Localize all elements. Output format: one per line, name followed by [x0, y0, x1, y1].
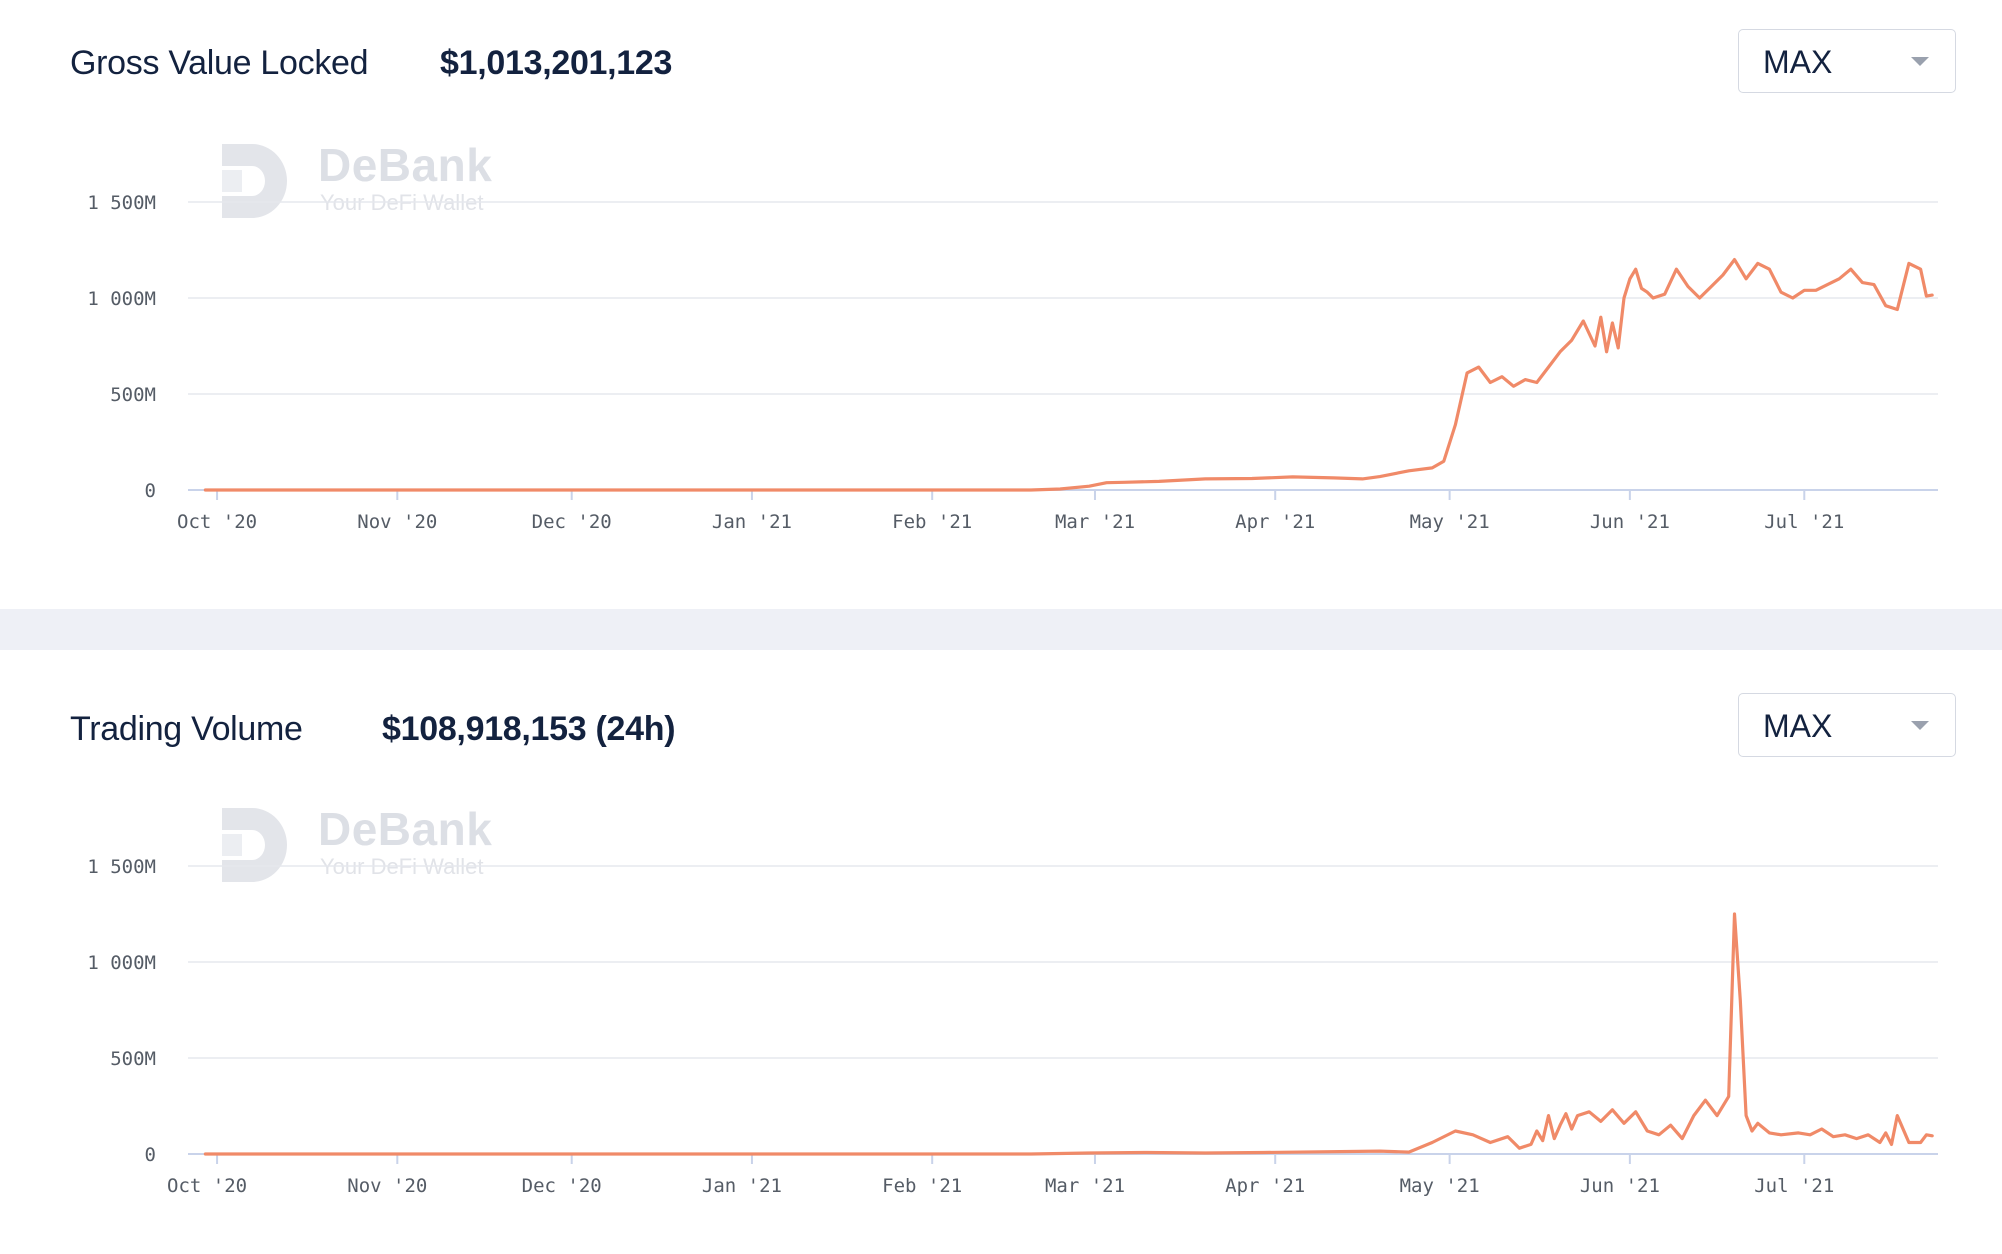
tv-x-tick-label-0: Oct '20: [167, 1175, 247, 1197]
gvl-x-tick-label-8: Jun '21: [1590, 511, 1670, 533]
tv-title: Trading Volume: [70, 710, 303, 748]
tv-x-tick-label-2: Dec '20: [522, 1175, 602, 1197]
gvl-value: $1,013,201,123: [440, 44, 673, 82]
watermark-brand-name: DeBank: [318, 139, 493, 191]
tv-y-tick-label-3: 1 500M: [87, 856, 156, 878]
gvl-x-tick-label-1: Nov '20: [357, 511, 437, 533]
tv-value: $108,918,153 (24h): [382, 710, 676, 748]
gvl-x-tick-label-7: May '21: [1410, 511, 1490, 533]
tv-y-tick-label-2: 1 000M: [87, 952, 156, 974]
gvl-x-tick-label-3: Jan '21: [712, 511, 792, 533]
gvl-title: Gross Value Locked: [70, 44, 369, 82]
gross-value-locked-panel: Gross Value Locked $1,013,201,123 MAX De…: [0, 0, 2002, 609]
gvl-range-select[interactable]: MAX: [1738, 29, 1956, 93]
tv-x-tick-label-4: Feb '21: [882, 1175, 962, 1197]
watermark-brand-name: DeBank: [318, 803, 493, 855]
gvl-x-tick-label-4: Feb '21: [892, 511, 972, 533]
tv-line-chart: 0 500M 1 000M 1 500M Oct '20 Nov '20 Dec '20 Ja…: [87, 856, 1938, 1197]
tv-x-tick-label-1: Nov '20: [347, 1175, 427, 1197]
tv-x-tick-label-8: Jun '21: [1580, 1175, 1660, 1197]
tv-y-tick-label-1: 500M: [110, 1048, 156, 1070]
tv-series-line-0: [203, 912, 1934, 1156]
gvl-range-selected: MAX: [1763, 44, 1833, 80]
chevron-down-icon: [1911, 57, 1929, 66]
tv-x-tick-label-9: Jul '21: [1754, 1175, 1834, 1197]
tv-range-select[interactable]: MAX: [1738, 693, 1956, 757]
gvl-y-tick-label-0: 0: [145, 480, 156, 502]
gvl-y-tick-label-1: 500M: [110, 384, 156, 406]
debank-logo-icon: [222, 808, 287, 882]
tv-x-tick-label-7: May '21: [1400, 1175, 1480, 1197]
gvl-series-line-0: [203, 258, 1934, 492]
trading-volume-panel: Trading Volume $108,918,153 (24h) MAX De…: [0, 650, 2002, 1254]
tv-range-selected: MAX: [1763, 708, 1833, 744]
debank-watermark: DeBank Your DeFi Wallet: [222, 803, 542, 884]
tv-x-tick-label-6: Apr '21: [1225, 1175, 1305, 1197]
chevron-down-icon: [1911, 721, 1929, 730]
tv-x-tick-label-5: Mar '21: [1045, 1175, 1125, 1197]
gvl-y-tick-label-3: 1 500M: [87, 192, 156, 214]
debank-logo-icon: [222, 144, 287, 218]
gvl-line-chart: 0 500M 1 000M 1 500M Oct '20 Nov '20 Dec '20 Ja…: [87, 192, 1938, 533]
gvl-x-tick-label-5: Mar '21: [1055, 511, 1135, 533]
section-divider: [0, 609, 2002, 650]
gvl-x-tick-label-0: Oct '20: [177, 511, 257, 533]
gvl-x-tick-label-9: Jul '21: [1764, 511, 1844, 533]
gvl-x-tick-label-2: Dec '20: [532, 511, 612, 533]
gvl-y-tick-label-2: 1 000M: [87, 288, 156, 310]
tv-x-tick-label-3: Jan '21: [702, 1175, 782, 1197]
gvl-x-tick-label-6: Apr '21: [1235, 511, 1315, 533]
tv-y-tick-label-0: 0: [145, 1144, 156, 1166]
